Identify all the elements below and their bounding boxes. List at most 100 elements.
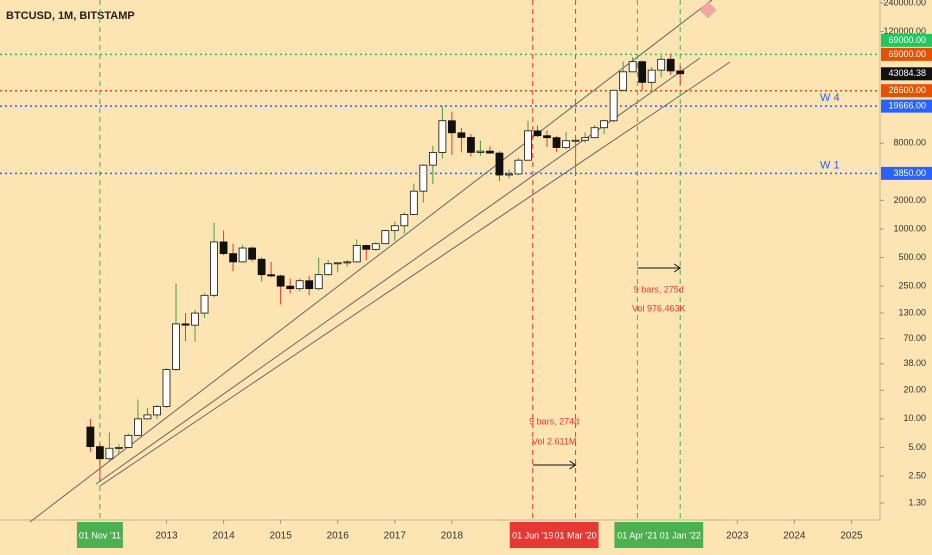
y-tick-label: 240000.00 bbox=[883, 0, 926, 7]
candle-body bbox=[543, 135, 551, 139]
candle-body bbox=[609, 89, 618, 122]
candle-body bbox=[143, 414, 152, 420]
price-label: 3850.00 bbox=[893, 168, 926, 178]
candle-body bbox=[571, 139, 580, 142]
y-tick-label: 500.00 bbox=[898, 252, 926, 262]
y-tick-label: 1.30 bbox=[908, 497, 926, 507]
x-tick-label: 2024 bbox=[783, 531, 806, 542]
price-label-box bbox=[881, 33, 932, 47]
x-tick-label: 2018 bbox=[441, 531, 464, 542]
y-tick-label: 20.00 bbox=[903, 385, 926, 395]
y-tick-label: 250.00 bbox=[898, 280, 926, 290]
price-label-box bbox=[881, 166, 932, 180]
candle-body bbox=[590, 127, 599, 139]
candle-body bbox=[647, 69, 656, 83]
y-tick-label: 2000.00 bbox=[893, 195, 926, 205]
price-label-box bbox=[881, 84, 932, 98]
candle-body bbox=[581, 137, 589, 141]
y-tick-label: 38.00 bbox=[903, 358, 926, 368]
candle-body bbox=[343, 261, 352, 264]
candle-body bbox=[390, 225, 399, 232]
price-label: 19666.00 bbox=[888, 101, 926, 111]
candle-body bbox=[419, 164, 428, 192]
measure-vol: Vol 976.463K bbox=[632, 303, 686, 313]
level-name: W 4 bbox=[820, 92, 840, 104]
marker-label: 01 Apr '21 bbox=[617, 530, 657, 540]
measure-text: 9 bars, 274d bbox=[529, 416, 579, 426]
candle-body bbox=[619, 71, 628, 91]
measure-arrowhead bbox=[673, 263, 682, 273]
candle-body bbox=[495, 152, 504, 176]
measure-vol: Vol 2.611M bbox=[532, 436, 576, 446]
channel-upper bbox=[29, 0, 713, 523]
x-tick-label: 2015 bbox=[270, 531, 293, 542]
candle-body bbox=[505, 173, 513, 176]
x-tick-label: 2016 bbox=[327, 531, 350, 542]
price-label: 28600.00 bbox=[888, 85, 926, 95]
y-tick-label: 2.50 bbox=[908, 470, 926, 480]
candle-body bbox=[295, 280, 304, 290]
candle-body bbox=[676, 70, 685, 75]
candle-body bbox=[562, 140, 570, 148]
marker-label-box bbox=[614, 522, 661, 548]
y-tick-label: 8000.00 bbox=[893, 138, 926, 148]
candle-body bbox=[638, 61, 647, 83]
y-tick-label: 70.00 bbox=[903, 333, 926, 343]
candle-body bbox=[238, 247, 247, 263]
candle-body bbox=[324, 263, 333, 276]
candle-body bbox=[552, 137, 561, 148]
candle-body bbox=[305, 280, 314, 290]
candle-body bbox=[524, 130, 532, 161]
candle-body bbox=[276, 275, 285, 287]
candle-body bbox=[628, 61, 637, 73]
candle-body bbox=[134, 418, 142, 436]
candle-body bbox=[409, 190, 418, 215]
drawing-handle bbox=[699, 1, 717, 19]
candle-body bbox=[371, 243, 380, 250]
candle-body bbox=[381, 230, 390, 245]
chart-title: BTCUSD, 1M, BITSTAMP bbox=[6, 10, 135, 22]
candle-body bbox=[362, 245, 371, 250]
candle-body bbox=[257, 258, 266, 276]
marker-label-box bbox=[552, 522, 599, 548]
candle-body bbox=[153, 406, 161, 416]
candle-body bbox=[200, 294, 209, 314]
level-name: W 1 bbox=[820, 159, 840, 171]
candle-body bbox=[162, 369, 171, 407]
candle-body bbox=[438, 120, 447, 153]
candle-body bbox=[105, 447, 114, 460]
y-tick-label: 5.00 bbox=[908, 442, 926, 452]
y-tick-label: 120000.00 bbox=[883, 26, 926, 36]
y-tick-label: 1000.00 bbox=[893, 223, 926, 233]
marker-label: 01 Nov '11 bbox=[79, 530, 121, 540]
price-label-box bbox=[881, 47, 932, 61]
candle-body bbox=[267, 274, 276, 277]
candle-body bbox=[600, 120, 609, 129]
candle-body bbox=[467, 137, 475, 153]
candle-body bbox=[210, 241, 218, 296]
price-label: 43084.38 bbox=[888, 68, 926, 78]
channel-lower bbox=[99, 61, 731, 487]
marker-label-box bbox=[76, 522, 123, 548]
x-tick-label: 2017 bbox=[384, 531, 407, 542]
candle-body bbox=[181, 323, 190, 326]
candle-body bbox=[333, 262, 342, 265]
candle-body bbox=[428, 152, 437, 166]
candle-body bbox=[314, 274, 323, 290]
candle-body bbox=[115, 447, 123, 449]
candle-body bbox=[666, 58, 675, 72]
marker-label: 01 Jun '19 bbox=[512, 530, 553, 540]
measure-text: 9 bars, 275d bbox=[634, 284, 684, 294]
candle-body bbox=[533, 130, 542, 137]
candle-body bbox=[172, 323, 180, 371]
candle-body bbox=[457, 132, 466, 138]
y-tick-label: 130.00 bbox=[898, 307, 926, 317]
x-tick-label: 2025 bbox=[840, 531, 863, 542]
channel-mid bbox=[95, 57, 701, 485]
candle-body bbox=[219, 241, 228, 255]
x-tick-label: 2023 bbox=[726, 531, 749, 542]
candle-body bbox=[352, 245, 361, 263]
